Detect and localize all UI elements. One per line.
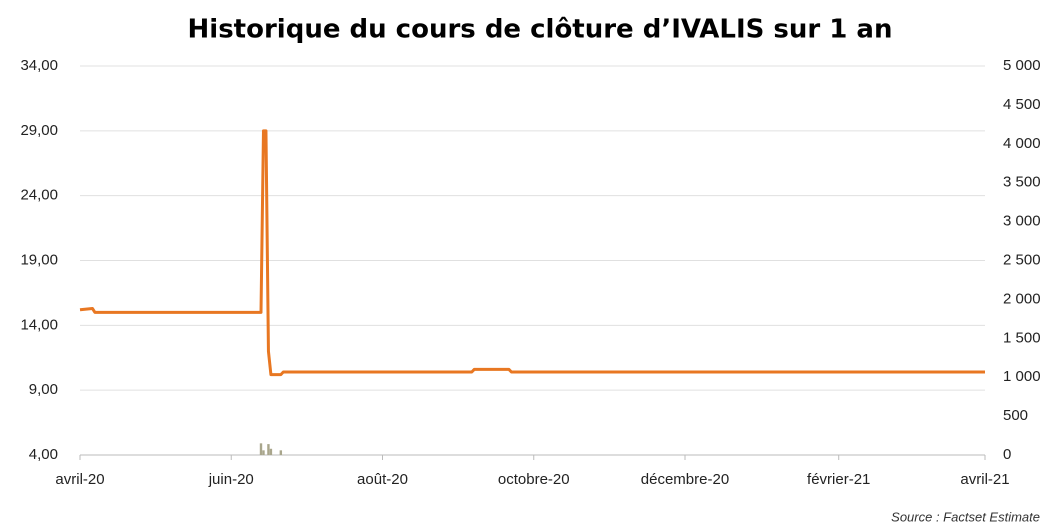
volume-bar bbox=[269, 448, 273, 455]
y2-tick-label: 0 bbox=[1003, 446, 1011, 463]
volume-bar bbox=[267, 444, 270, 455]
x-tick-label: février-21 bbox=[807, 471, 870, 488]
y2-tick-label: 500 bbox=[1003, 407, 1028, 424]
y-tick-label: 9,00 bbox=[29, 381, 58, 398]
y2-tick-label: 2 500 bbox=[1003, 251, 1041, 268]
volume-bar bbox=[259, 443, 263, 455]
chart-title: Historique du cours de clôture d’IVALIS … bbox=[188, 15, 893, 45]
y2-tick-label: 5 000 bbox=[1003, 57, 1041, 74]
y-tick-label: 14,00 bbox=[20, 316, 58, 333]
x-tick-label: juin-20 bbox=[208, 471, 254, 488]
x-tick-label: avril-21 bbox=[960, 471, 1009, 488]
x-tick-label: avril-20 bbox=[55, 471, 104, 488]
source: Source : Factset Estimate bbox=[891, 509, 1040, 524]
y-tick-label: 34,00 bbox=[20, 57, 58, 74]
y-tick-label: 4,00 bbox=[29, 446, 58, 463]
y2-tick-label: 2 000 bbox=[1003, 290, 1041, 307]
x-tick-label: août-20 bbox=[357, 471, 408, 488]
x-tick-label: octobre-20 bbox=[498, 471, 570, 488]
y2-tick-label: 4 500 bbox=[1003, 96, 1041, 113]
y2-tick-label: 1 500 bbox=[1003, 329, 1041, 346]
y2-tick-label: 4 000 bbox=[1003, 135, 1041, 152]
volume-bar bbox=[279, 450, 283, 455]
x-tick-label: décembre-20 bbox=[641, 471, 729, 488]
y-tick-label: 29,00 bbox=[20, 122, 58, 139]
y-tick-label: 19,00 bbox=[20, 251, 58, 268]
y2-tick-label: 3 000 bbox=[1003, 213, 1041, 230]
volume-bar bbox=[262, 450, 265, 455]
y-tick-label: 24,00 bbox=[20, 187, 58, 204]
y2-tick-label: 1 000 bbox=[1003, 368, 1041, 385]
price-line bbox=[79, 129, 985, 377]
y2-tick-label: 3 500 bbox=[1003, 174, 1041, 191]
